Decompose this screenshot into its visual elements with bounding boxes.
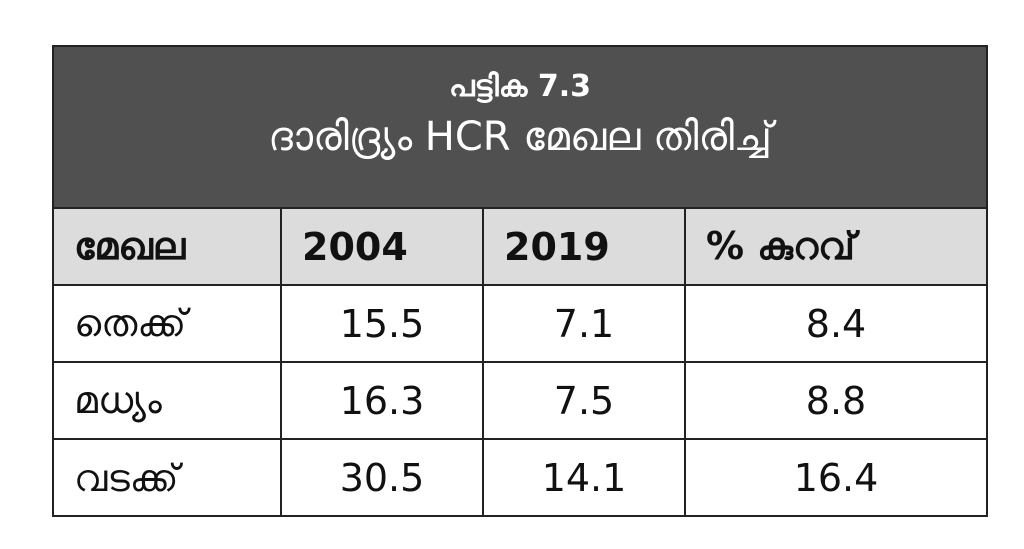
region-cell: തെക്ക് [54,285,282,363]
region-cell: മധ്യം [54,362,282,440]
value-2004-cell: 15.5 [281,285,484,363]
table-row: മധ്യം 16.3 7.5 8.8 [54,362,986,440]
header-percent-reduction: % കുറവ് [685,209,986,286]
reduction-cell: 8.8 [685,362,986,440]
header-2004: 2004 [281,209,484,286]
data-table: പട്ടിക 7.3 ദാരിദ്ര്യം HCR മേഖല തിരിച്ച് … [52,45,988,517]
table-row: തെക്ക് 15.5 7.1 8.4 [54,285,986,363]
header-row: മേഖല 2004 2019 % കുറവ് [54,209,986,286]
table-grid: മേഖല 2004 2019 % കുറവ് തെക്ക് 15.5 7.1 8… [54,209,986,516]
header-2019: 2019 [483,209,686,286]
reduction-cell: 8.4 [685,285,986,363]
table-caption: പട്ടിക 7.3 ദാരിദ്ര്യം HCR മേഖല തിരിച്ച് [54,47,986,209]
value-2004-cell: 16.3 [281,362,484,440]
table-row: വടക്ക് 30.5 14.1 16.4 [54,439,986,516]
table-title: ദാരിദ്ര്യം HCR മേഖല തിരിച്ച് [268,114,772,160]
table-number: പട്ടിക 7.3 [449,69,591,104]
value-2004-cell: 30.5 [281,439,484,516]
value-2019-cell: 7.1 [483,285,686,363]
value-2019-cell: 7.5 [483,362,686,440]
reduction-cell: 16.4 [793,456,879,500]
value-2019-cell: 14.1 [483,439,686,516]
header-region: മേഖല [54,209,282,286]
region-cell: വടക്ക് [54,439,282,516]
